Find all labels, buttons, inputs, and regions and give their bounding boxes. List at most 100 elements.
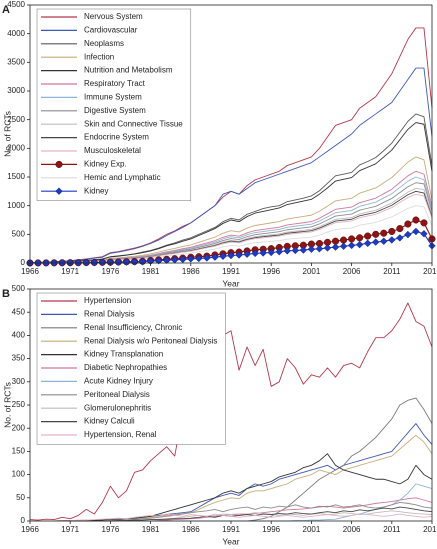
marker (162, 256, 171, 265)
legend-label: Renal Dialysis (84, 310, 135, 319)
marker (251, 249, 259, 258)
legend-label: Hypertension (84, 296, 131, 305)
marker (315, 245, 324, 253)
y-tick-label: 450 (12, 307, 26, 316)
marker (404, 220, 412, 228)
y-tick-label: 0 (21, 516, 26, 525)
legend-label: Skin and Connective Tissue (84, 119, 183, 128)
y-tick-label: 300 (12, 377, 26, 386)
marker (267, 248, 275, 257)
marker (243, 250, 251, 258)
y-tick-label: 4000 (7, 29, 25, 38)
marker (412, 216, 420, 224)
y-tick-label: 2000 (7, 143, 25, 152)
marker (364, 232, 372, 240)
x-axis-label: Year (222, 278, 239, 288)
legend-label: Respiratory Tract (84, 79, 146, 88)
y-tick-label: 150 (12, 447, 26, 456)
marker (340, 236, 348, 244)
x-tick-label: 1966 (21, 525, 39, 534)
series-line (29, 67, 433, 264)
marker (114, 258, 123, 267)
x-tick-label: 1996 (262, 267, 280, 276)
x-tick-label: 2006 (343, 267, 361, 276)
series-line (30, 513, 433, 522)
x-tick-label: 1971 (61, 267, 79, 276)
x-tick-label: 1976 (102, 525, 120, 534)
y-tick-label: 0 (21, 258, 26, 267)
marker (122, 258, 131, 266)
marker (380, 237, 388, 245)
x-tick-label: 2001 (303, 525, 321, 534)
legend-label: Endocrine System (84, 133, 149, 142)
x-tick-label: 1971 (61, 525, 79, 534)
marker (55, 160, 63, 168)
y-tick-label: 400 (12, 331, 26, 340)
series-line (29, 302, 433, 521)
marker (259, 249, 267, 257)
legend-label: Acute Kidney Injury (84, 377, 153, 386)
legend-label: Digestive System (84, 106, 146, 115)
y-tick-label: 350 (12, 354, 26, 363)
legend-label: Nervous System (84, 12, 143, 21)
marker (130, 258, 139, 266)
x-tick-label: 1966 (21, 267, 39, 276)
legend-label: Renal Dialysis w/o Peritoneal Dialysis (84, 336, 217, 345)
legend-label: Infection (84, 52, 114, 61)
series-line (29, 122, 433, 264)
marker (356, 234, 364, 242)
marker (412, 227, 420, 236)
legend-label: Kidney Transplanation (84, 350, 163, 359)
x-tick-label: 2016 (423, 525, 437, 534)
x-tick-label: 1991 (222, 525, 240, 534)
marker (98, 258, 107, 267)
legend-label: Peritoneal Dialysis (84, 390, 150, 399)
marker (420, 219, 428, 227)
marker (331, 243, 340, 251)
x-tick-label: 2011 (383, 525, 401, 534)
legend-label: Diabetic Nephropathies (84, 363, 167, 372)
marker (283, 247, 292, 255)
x-axis-label: Year (222, 536, 239, 546)
y-tick-label: 500 (12, 284, 26, 293)
x-tick-label: 1991 (222, 267, 240, 276)
marker (372, 230, 380, 238)
marker (396, 234, 404, 242)
panel: B 0 50 100 150 200 250 300 350 400 450 500 1966 1971 1… (2, 284, 437, 546)
legend-box (36, 8, 192, 201)
legend-label: Kidney Exp. (84, 160, 127, 169)
y-tick-label: 1000 (7, 201, 25, 210)
marker (347, 241, 356, 250)
marker (55, 187, 63, 195)
y-tick-label: 250 (12, 400, 26, 409)
marker (227, 251, 235, 260)
panel-letter: A (2, 4, 10, 16)
marker (187, 255, 195, 263)
marker (355, 240, 364, 249)
x-tick-label: 1996 (262, 525, 280, 534)
x-tick-label: 2006 (343, 525, 361, 534)
marker (388, 236, 396, 244)
marker (235, 251, 243, 259)
legend-label: Neoplasms (84, 39, 124, 48)
marker (307, 245, 316, 253)
panel: A 0 500 1000 1500 2000 2500 3000 3500 4000 4500 196… (2, 0, 437, 288)
y-tick-label: 3500 (7, 57, 25, 66)
y-axis-label: No. of RCTs (2, 382, 12, 428)
series-line (30, 453, 433, 522)
y-tick-label: 2500 (7, 115, 25, 124)
legend-label: Renal Insufficiency, Chronic (84, 323, 182, 332)
marker (154, 256, 163, 265)
marker (363, 239, 372, 248)
marker (138, 257, 147, 266)
y-tick-label: 1500 (7, 172, 25, 181)
x-tick-label: 2001 (303, 267, 321, 276)
marker (404, 230, 412, 239)
marker (348, 235, 356, 243)
series-line (30, 483, 433, 522)
legend-label: Hypertension, Renal (84, 430, 157, 439)
x-tick-label: 1981 (142, 267, 160, 276)
marker (396, 225, 404, 233)
marker (195, 254, 203, 263)
